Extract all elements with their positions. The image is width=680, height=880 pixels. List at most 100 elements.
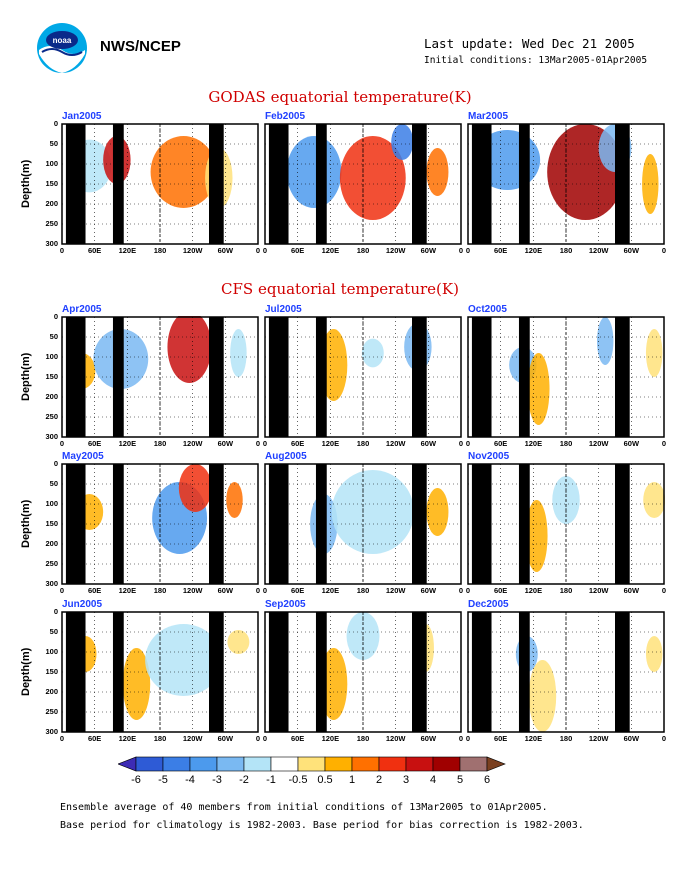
heatmap-panel [61,463,259,585]
land-mask [65,612,86,732]
colorbar-swatch [297,756,326,772]
colorbar-label: 2 [376,774,382,786]
panel-label: Oct2005 [468,304,507,315]
x-tick-label: 0 [255,734,261,743]
x-tick-label: 180 [356,246,370,255]
colorbar-label: 5 [457,774,463,786]
x-tick-label: 120E [524,734,543,743]
x-tick-label: 0 [661,439,667,448]
x-tick-label: 180 [153,246,167,255]
y-tick-label: 250 [45,707,58,716]
x-tick-label: 0 [458,439,464,448]
land-mask [412,464,427,584]
x-tick-label: 60W [420,246,437,255]
land-mask [65,317,86,437]
y-axis-label: Depth(m) [20,159,32,208]
land-mask [209,124,224,244]
y-tick-label: 100 [45,159,58,168]
x-tick-label: 0 [255,439,261,448]
land-mask [268,612,289,732]
colorbar-label: -5 [158,774,168,786]
colorbar-swatch [351,756,380,772]
anomaly-patch [226,482,243,518]
land-mask [65,124,86,244]
x-tick-label: 120E [524,246,543,255]
x-tick-label: 120E [524,439,543,448]
colorbar-swatch [162,756,191,772]
x-tick-label: 120E [524,586,543,595]
y-tick-label: 200 [45,539,58,548]
x-tick-label: 120E [118,734,137,743]
heatmap-panel [467,611,665,733]
panel-frame [264,123,462,245]
panel-frame [467,316,665,438]
x-tick-label: 0 [458,586,464,595]
x-tick-label: 0 [262,246,268,255]
y-tick-label: 100 [45,352,58,361]
x-tick-label: 0 [465,586,471,595]
panel-frame [467,463,665,585]
land-mask [268,317,289,437]
land-mask [209,464,224,584]
x-tick-label: 60W [217,734,234,743]
x-tick-label: 120W [182,734,203,743]
x-tick-label: 60E [493,586,508,595]
y-tick-label: 0 [53,312,58,321]
x-tick-label: 60W [217,439,234,448]
x-tick-label: 0 [59,246,65,255]
x-tick-label: 120E [321,246,340,255]
colorbar-swatch [270,756,299,772]
x-tick-label: 60E [493,246,508,255]
panel-label: Dec2005 [468,599,509,610]
x-tick-label: 120E [118,439,137,448]
land-mask [471,464,492,584]
last-update: Last update: Wed Dec 21 2005 [424,36,635,51]
land-mask [268,464,289,584]
x-tick-label: 180 [153,439,167,448]
y-tick-label: 300 [45,432,58,441]
y-tick-label: 150 [45,519,58,528]
panel-label: Sep2005 [265,599,306,610]
colorbar-label: -1 [266,774,276,786]
y-axis-label: Depth(m) [20,352,32,401]
land-mask [471,124,492,244]
y-tick-label: 300 [45,727,58,736]
x-tick-label: 0 [59,439,65,448]
panel-label: Jan2005 [62,111,102,122]
x-tick-label: 0 [262,586,268,595]
anomaly-patch [643,482,665,518]
anomaly-patch [426,148,449,196]
x-tick-label: 60E [87,439,102,448]
colorbar-swatch [378,756,407,772]
colorbar-label: 3 [403,774,409,786]
colorbar-swatch [405,756,434,772]
anomaly-patch [596,317,614,365]
anomaly-patch [145,624,222,696]
x-tick-label: 0 [661,734,667,743]
anomaly-patch [286,136,342,208]
land-mask [412,317,427,437]
panel-frame [264,611,462,733]
x-tick-label: 60E [493,439,508,448]
anomaly-patch [528,660,557,732]
x-tick-label: 120W [588,439,609,448]
colorbar-swatch [432,756,461,772]
colorbar-label: -0.5 [289,774,308,786]
y-tick-label: 100 [45,647,58,656]
y-tick-label: 200 [45,392,58,401]
y-axis-label: Depth(m) [20,499,32,548]
x-tick-label: 180 [356,439,370,448]
x-tick-label: 120E [321,439,340,448]
colorbar: -6 -5 -4 -3 -2 -1 -0.5 0.5 1 2 3 4 5 6 [118,756,506,786]
panel-label: Nov2005 [468,451,510,462]
y-tick-label: 250 [45,219,58,228]
y-tick-label: 0 [53,607,58,616]
x-tick-label: 120W [182,586,203,595]
x-tick-label: 0 [661,586,667,595]
panel-label: Jul2005 [265,304,302,315]
y-tick-label: 150 [45,179,58,188]
x-tick-label: 60E [290,586,305,595]
land-mask [209,612,224,732]
x-tick-label: 120E [321,586,340,595]
colorbar-swatch [216,756,245,772]
